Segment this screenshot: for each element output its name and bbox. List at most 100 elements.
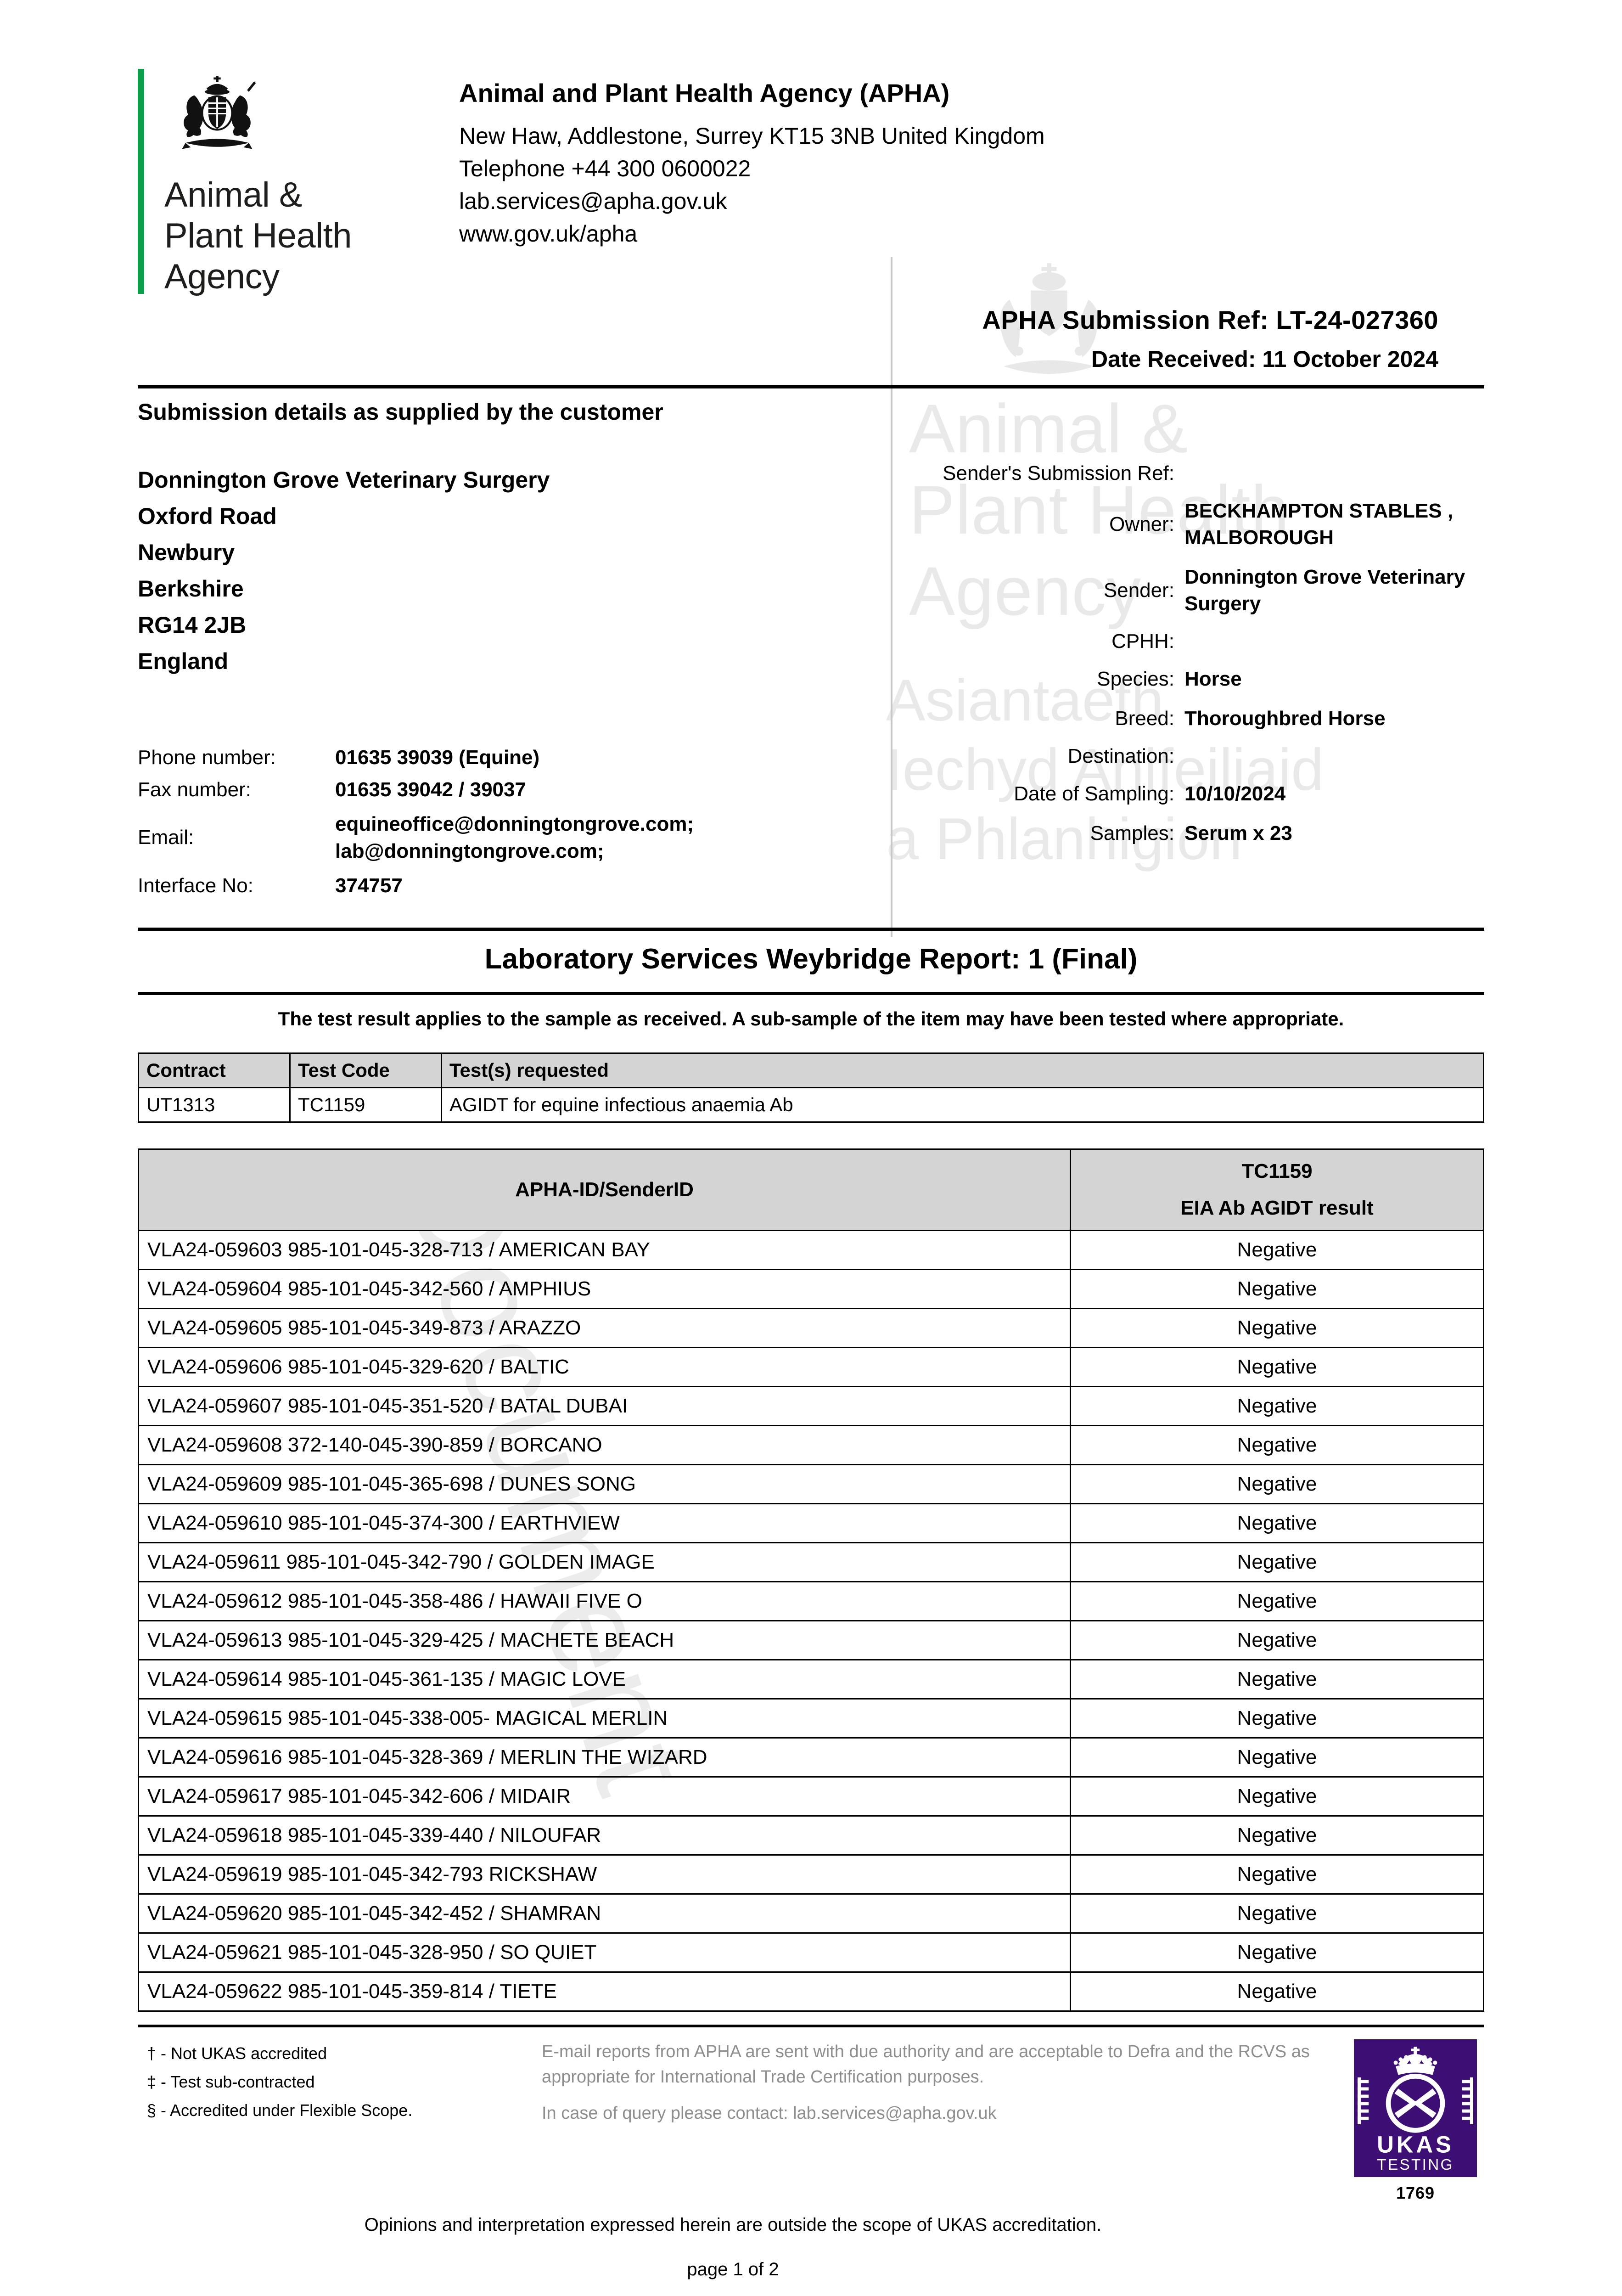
contact-label-fax: Fax number: <box>138 778 251 801</box>
footer-email-note: E-mail reports from APHA are sent with d… <box>542 2042 1310 2087</box>
results-cell-id: VLA24-059608 372-140-045-390-859 / BORCA… <box>138 1425 1071 1466</box>
contract-header-contract: Contract <box>138 1052 291 1089</box>
table-row: VLA24-059622 985-101-045-359-814 / TIETE… <box>138 1971 1484 2012</box>
customer-column: Donnington Grove Veterinary Surgery Oxfo… <box>138 462 891 902</box>
field-row-sender-ref: Sender's Submission Ref: <box>891 462 1484 491</box>
contract-header-tests-requested: Test(s) requested <box>441 1052 1484 1089</box>
field-key-species: Species: <box>1097 668 1174 691</box>
contact-row-phone: Phone number: 01635 39039 (Equine) <box>138 742 891 774</box>
table-row: VLA24-059614 985-101-045-361-135 / MAGIC… <box>138 1659 1484 1700</box>
customer-address-line-4: Berkshire <box>138 575 244 602</box>
submission-fields-table: Sender's Submission Ref: Owner: BECKHAMP… <box>891 462 1484 854</box>
field-value-sender: Donnington Grove Veterinary Surgery <box>1184 565 1465 615</box>
results-table: APHA-ID/SenderID TC1159 EIA Ab AGIDT res… <box>138 1148 1484 2012</box>
field-row-breed: Breed: Thoroughbred Horse <box>891 699 1484 738</box>
field-row-sender: Sender: Donnington Grove Veterinary Surg… <box>891 557 1484 624</box>
contact-value-email[interactable]: equineoffice@donningtongrove.com; lab@do… <box>335 812 694 863</box>
results-cell-result: Negative <box>1070 1776 1484 1817</box>
results-cell-id: VLA24-059604 985-101-045-342-560 / AMPHI… <box>138 1269 1071 1310</box>
results-cell-id: VLA24-059612 985-101-045-358-486 / HAWAI… <box>138 1581 1071 1622</box>
ukas-testing-logo-icon: UKAS TESTING <box>1354 2039 1477 2178</box>
results-cell-result: Negative <box>1070 1581 1484 1622</box>
org-website[interactable]: www.gov.uk/apha <box>459 221 638 247</box>
contact-label-phone: Phone number: <box>138 746 276 769</box>
svg-text:UKAS: UKAS <box>1377 2132 1454 2158</box>
org-title: Animal and Plant Health Agency (APHA) <box>459 79 950 107</box>
results-header-test-name: EIA Ab AGIDT result <box>1180 1197 1374 1220</box>
results-cell-id: VLA24-059611 985-101-045-342-790 / GOLDE… <box>138 1542 1071 1583</box>
org-email[interactable]: lab.services@apha.gov.uk <box>459 188 727 214</box>
table-row: VLA24-059606 985-101-045-329-620 / BALTI… <box>138 1347 1484 1388</box>
footer-opinions-note: Opinions and interpretation expressed he… <box>364 2215 1102 2235</box>
field-key-cphh: CPHH: <box>1111 630 1174 653</box>
customer-address: Donnington Grove Veterinary Surgery Oxfo… <box>138 462 891 680</box>
customer-address-line-2: Oxford Road <box>138 503 277 529</box>
date-received: Date Received: 11 October 2024 <box>1091 346 1438 372</box>
contract-cell-test-code: TC1159 <box>289 1087 442 1123</box>
contact-label-interface: Interface No: <box>138 874 253 897</box>
results-cell-result: Negative <box>1070 1698 1484 1739</box>
footer-rule <box>138 2025 1484 2028</box>
report-disclaimer: The test result applies to the sample as… <box>278 1007 1344 1030</box>
contact-label-email: Email: <box>138 826 194 849</box>
results-cell-id: VLA24-059605 985-101-045-349-873 / ARAZZ… <box>138 1308 1071 1349</box>
column-divider <box>891 257 892 937</box>
field-row-species: Species: Horse <box>891 659 1484 699</box>
contract-table-wrap: Contract Test Code Test(s) requested UT1… <box>138 1052 1484 1123</box>
results-cell-id: VLA24-059619 985-101-045-342-793 RICKSHA… <box>138 1854 1071 1895</box>
contract-cell-contract: UT1313 <box>138 1087 291 1123</box>
field-row-cphh: CPHH: <box>891 624 1484 659</box>
table-row: VLA24-059617 985-101-045-342-606 / MIDAI… <box>138 1776 1484 1817</box>
footer-accreditation-notes: † - Not UKAS accredited ‡ - Test sub-con… <box>138 2039 542 2125</box>
table-row: UT1313 TC1159 AGIDT for equine infectiou… <box>138 1087 1484 1123</box>
results-cell-result: Negative <box>1070 1620 1484 1661</box>
footer-note-3: § - Accredited under Flexible Scope. <box>147 2100 413 2120</box>
results-cell-result: Negative <box>1070 1932 1484 1973</box>
table-row: VLA24-059611 985-101-045-342-790 / GOLDE… <box>138 1542 1484 1583</box>
results-cell-result: Negative <box>1070 1542 1484 1583</box>
footer-note-1: † - Not UKAS accredited <box>147 2044 327 2063</box>
field-value-cphh <box>1184 624 1484 659</box>
results-cell-id: VLA24-059607 985-101-045-351-520 / BATAL… <box>138 1386 1071 1427</box>
results-cell-id: VLA24-059621 985-101-045-328-950 / SO QU… <box>138 1932 1071 1973</box>
contact-row-fax: Fax number: 01635 39042 / 39037 <box>138 774 891 806</box>
field-value-sampling-date: 10/10/2024 <box>1184 782 1286 805</box>
org-contact-block: Animal and Plant Health Agency (APHA) Ne… <box>459 69 1045 298</box>
logo-line-1: Animal & <box>164 175 303 214</box>
logo-line-2: Plant Health <box>164 216 352 255</box>
apha-logo: Animal & Plant Health Agency <box>138 69 459 298</box>
results-cell-result: Negative <box>1070 1269 1484 1310</box>
field-value-samples: Serum x 23 <box>1184 822 1292 845</box>
results-cell-id: VLA24-059610 985-101-045-374-300 / EARTH… <box>138 1503 1071 1544</box>
results-cell-result: Negative <box>1070 1659 1484 1700</box>
customer-contact-table: Phone number: 01635 39039 (Equine) Fax n… <box>138 742 891 902</box>
page-number: page 1 of 2 <box>687 2259 779 2280</box>
field-key-breed: Breed: <box>1115 707 1174 730</box>
contact-value-interface: 374757 <box>335 874 403 897</box>
table-row: VLA24-059620 985-101-045-342-452 / SHAMR… <box>138 1893 1484 1934</box>
contract-table-header-row: Contract Test Code Test(s) requested <box>138 1052 1484 1089</box>
org-telephone: Telephone +44 300 0600022 <box>459 156 751 181</box>
header-divider-rule <box>138 385 1484 388</box>
table-row: VLA24-059608 372-140-045-390-859 / BORCA… <box>138 1425 1484 1466</box>
contact-value-fax: 01635 39042 / 39037 <box>335 778 526 801</box>
results-cell-result: Negative <box>1070 1464 1484 1505</box>
customer-address-line-6: England <box>138 648 229 674</box>
ukas-number: 1769 <box>1396 2183 1435 2203</box>
field-key-destination: Destination: <box>1067 745 1174 768</box>
field-key-sender-ref: Sender's Submission Ref: <box>943 461 1174 484</box>
page-header: Animal & Plant Health Agency Animal and … <box>0 0 1622 298</box>
results-cell-result: Negative <box>1070 1971 1484 2012</box>
field-key-owner: Owner: <box>1109 512 1174 535</box>
results-table-wrap: APHA-ID/SenderID TC1159 EIA Ab AGIDT res… <box>138 1148 1484 2012</box>
table-row: VLA24-059615 985-101-045-338-005- MAGICA… <box>138 1698 1484 1739</box>
results-cell-id: VLA24-059620 985-101-045-342-452 / SHAMR… <box>138 1893 1071 1934</box>
customer-address-line-1: Donnington Grove Veterinary Surgery <box>138 467 550 493</box>
logo-wordmark: Animal & Plant Health Agency <box>164 175 352 298</box>
results-cell-id: VLA24-059609 985-101-045-365-698 / DUNES… <box>138 1464 1071 1505</box>
submission-details: Donnington Grove Veterinary Surgery Oxfo… <box>0 462 1622 902</box>
field-row-owner: Owner: BECKHAMPTON STABLES , MALBOROUGH <box>891 491 1484 557</box>
field-value-sender-ref <box>1184 462 1484 491</box>
results-cell-result: Negative <box>1070 1347 1484 1388</box>
